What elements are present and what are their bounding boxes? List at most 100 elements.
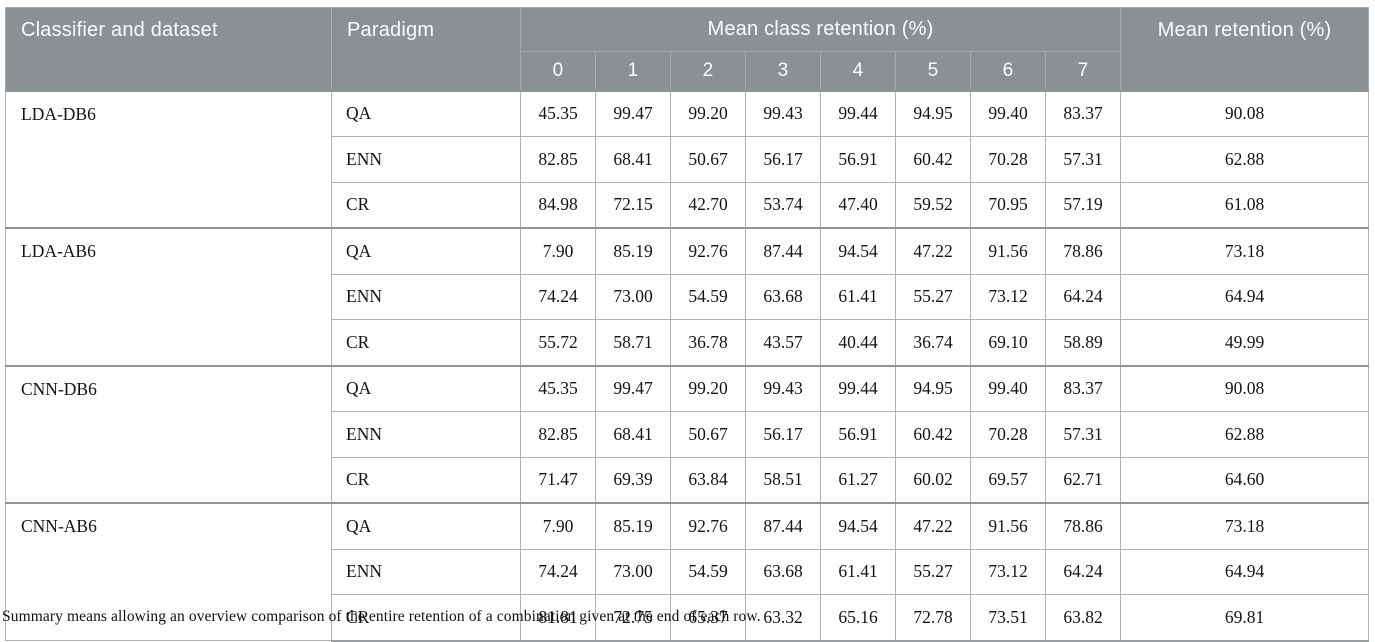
class-retention-value-cell: 73.00 xyxy=(595,273,671,320)
class-retention-value-cell: 61.41 xyxy=(820,548,896,595)
class-retention-value-cell: 74.24 xyxy=(520,273,596,320)
class-retention-value-cell: 85.19 xyxy=(595,502,671,550)
paradigm-cell: QA xyxy=(331,89,521,137)
table-row: LDA-DB6 QA 45.35 99.47 99.20 99.43 99.44 94.95 9… xyxy=(5,89,1370,229)
class-retention-value-cell: 82.85 xyxy=(520,136,596,183)
class-retention-value-cell: 57.19 xyxy=(1044,181,1122,229)
class-retention-value-cell: 74.24 xyxy=(520,548,596,595)
class-retention-value-cell: 70.28 xyxy=(970,136,1046,183)
table-row: CR 84.98 72.15 42.70 53.74 47.40 59.52 70.95 57.… xyxy=(6,181,1370,229)
class-retention-value-cell: 40.44 xyxy=(820,319,896,366)
class-retention-value-cell: 72.78 xyxy=(895,594,971,642)
class-retention-value-cell: 36.78 xyxy=(670,319,746,366)
table-row: ENN 74.24 73.00 54.59 63.68 61.41 55.27 73.12 64… xyxy=(6,273,1370,320)
class-retention-value-cell: 55.27 xyxy=(895,273,971,320)
class-retention-value-cell: 78.86 xyxy=(1044,227,1122,275)
class-retention-value-cell: 58.89 xyxy=(1044,319,1122,366)
classifier-cell: CNN-DB6 xyxy=(5,364,332,504)
mean-retention-value-cell: 90.08 xyxy=(1120,89,1370,137)
class-retention-value-cell: 65.16 xyxy=(820,594,896,642)
class-retention-value-cell: 58.51 xyxy=(745,456,821,504)
class-retention-value-cell: 54.59 xyxy=(670,548,746,595)
class-retention-value-cell: 70.28 xyxy=(970,411,1046,458)
class-retention-value-cell: 99.20 xyxy=(670,364,746,412)
class-retention-value-cell: 63.82 xyxy=(1044,594,1122,642)
table-row: LDA-AB6 QA 7.90 85.19 92.76 87.44 94.54 47.22 91… xyxy=(5,227,1370,366)
class-retention-value-cell: 71.47 xyxy=(520,456,596,504)
class-retention-value-cell: 55.72 xyxy=(520,319,596,366)
table-body: LDA-DB6 QA 45.35 99.47 99.20 99.43 99.44 94.95 9… xyxy=(5,89,1370,642)
mean-retention-value-cell: 61.08 xyxy=(1120,181,1370,229)
class-retention-value-cell: 7.90 xyxy=(520,502,596,550)
class-retention-value-cell: 45.35 xyxy=(520,364,596,412)
mean-retention-value-cell: 62.88 xyxy=(1120,411,1370,458)
class-retention-value-cell: 73.51 xyxy=(970,594,1046,642)
class-retention-value-cell: 82.85 xyxy=(520,411,596,458)
header-title-row: Classifier and dataset Paradigm Mean cla… xyxy=(5,7,1370,91)
class-retention-value-cell: 69.10 xyxy=(970,319,1046,366)
table-footnote: Summary means allowing an overview compa… xyxy=(2,608,761,625)
class-retention-value-cell: 72.15 xyxy=(595,181,671,229)
class-retention-value-cell: 99.44 xyxy=(820,89,896,137)
mean-retention-value-cell: 73.18 xyxy=(1120,502,1370,550)
mean-retention-value-cell: 64.60 xyxy=(1120,456,1370,504)
class-retention-value-cell: 50.67 xyxy=(670,136,746,183)
class-retention-value-cell: 53.74 xyxy=(745,181,821,229)
retention-table-container: Classifier and dataset Paradigm Mean cla… xyxy=(5,7,1370,642)
mean-retention-value-cell: 64.94 xyxy=(1120,273,1370,320)
class-retention-value-cell: 60.42 xyxy=(895,411,971,458)
class-retention-value-cell: 50.67 xyxy=(670,411,746,458)
col-header-paradigm: Paradigm xyxy=(331,7,521,91)
table-row: CR 71.47 69.39 63.84 58.51 61.27 60.02 69.57 62.… xyxy=(6,456,1370,504)
class-retention-value-cell: 68.41 xyxy=(595,411,671,458)
class-retention-value-cell: 99.40 xyxy=(970,89,1046,137)
col-header-mean-class-retention: Mean class retention (%) xyxy=(519,7,1122,52)
class-retention-value-cell: 45.35 xyxy=(520,89,596,137)
class-retention-value-cell: 87.44 xyxy=(745,502,821,550)
class-retention-value-cell: 63.68 xyxy=(745,548,821,595)
class-retention-value-cell: 69.57 xyxy=(970,456,1046,504)
paradigm-cell: ENN xyxy=(331,548,521,595)
col-header-class-3: 3 xyxy=(745,51,821,91)
table-row: ENN 74.24 73.00 54.59 63.68 61.41 55.27 73.12 64… xyxy=(6,548,1370,595)
class-retention-value-cell: 69.39 xyxy=(595,456,671,504)
class-retention-value-cell: 99.43 xyxy=(745,89,821,137)
table-row: CNN-DB6 QA 45.35 99.47 99.20 99.43 99.44 94.95 9… xyxy=(5,364,1370,504)
class-retention-value-cell: 94.95 xyxy=(895,89,971,137)
class-retention-value-cell: 83.37 xyxy=(1044,89,1122,137)
class-retention-value-cell: 57.31 xyxy=(1044,136,1122,183)
col-header-mean-retention: Mean retention (%) xyxy=(1120,7,1370,91)
class-retention-value-cell: 94.54 xyxy=(820,227,896,275)
class-retention-value-cell: 99.44 xyxy=(820,364,896,412)
class-retention-value-cell: 84.98 xyxy=(520,181,596,229)
class-retention-value-cell: 92.76 xyxy=(670,502,746,550)
paradigm-cell: QA xyxy=(331,502,521,550)
table-row: CNN-AB6 QA 7.90 85.19 92.76 87.44 94.54 47.22 91… xyxy=(5,502,1370,641)
paradigm-cell: ENN xyxy=(331,273,521,320)
table-row: CR 55.72 58.71 36.78 43.57 40.44 36.74 69.10 58.… xyxy=(6,319,1370,366)
class-retention-value-cell: 56.91 xyxy=(820,411,896,458)
mean-retention-value-cell: 73.18 xyxy=(1120,227,1370,275)
class-retention-value-cell: 83.37 xyxy=(1044,364,1122,412)
class-retention-value-cell: 99.40 xyxy=(970,364,1046,412)
class-retention-value-cell: 62.71 xyxy=(1044,456,1122,504)
mean-retention-value-cell: 62.88 xyxy=(1120,136,1370,183)
class-retention-value-cell: 55.27 xyxy=(895,548,971,595)
class-retention-value-cell: 64.24 xyxy=(1044,273,1122,320)
class-retention-value-cell: 63.68 xyxy=(745,273,821,320)
class-retention-value-cell: 68.41 xyxy=(595,136,671,183)
class-retention-value-cell: 54.59 xyxy=(670,273,746,320)
col-header-class-7: 7 xyxy=(1044,51,1122,91)
class-retention-value-cell: 60.42 xyxy=(895,136,971,183)
class-retention-value-cell: 58.71 xyxy=(595,319,671,366)
col-header-classifier-and-dataset: Classifier and dataset xyxy=(5,7,332,91)
class-retention-value-cell: 91.56 xyxy=(970,502,1046,550)
class-retention-value-cell: 99.47 xyxy=(595,89,671,137)
classifier-cell: LDA-DB6 xyxy=(5,89,332,229)
class-retention-value-cell: 70.95 xyxy=(970,181,1046,229)
class-retention-value-cell: 78.86 xyxy=(1044,502,1122,550)
paradigm-cell: ENN xyxy=(331,411,521,458)
class-retention-value-cell: 85.19 xyxy=(595,227,671,275)
classifier-cell: LDA-AB6 xyxy=(5,227,332,366)
class-retention-value-cell: 7.90 xyxy=(520,227,596,275)
